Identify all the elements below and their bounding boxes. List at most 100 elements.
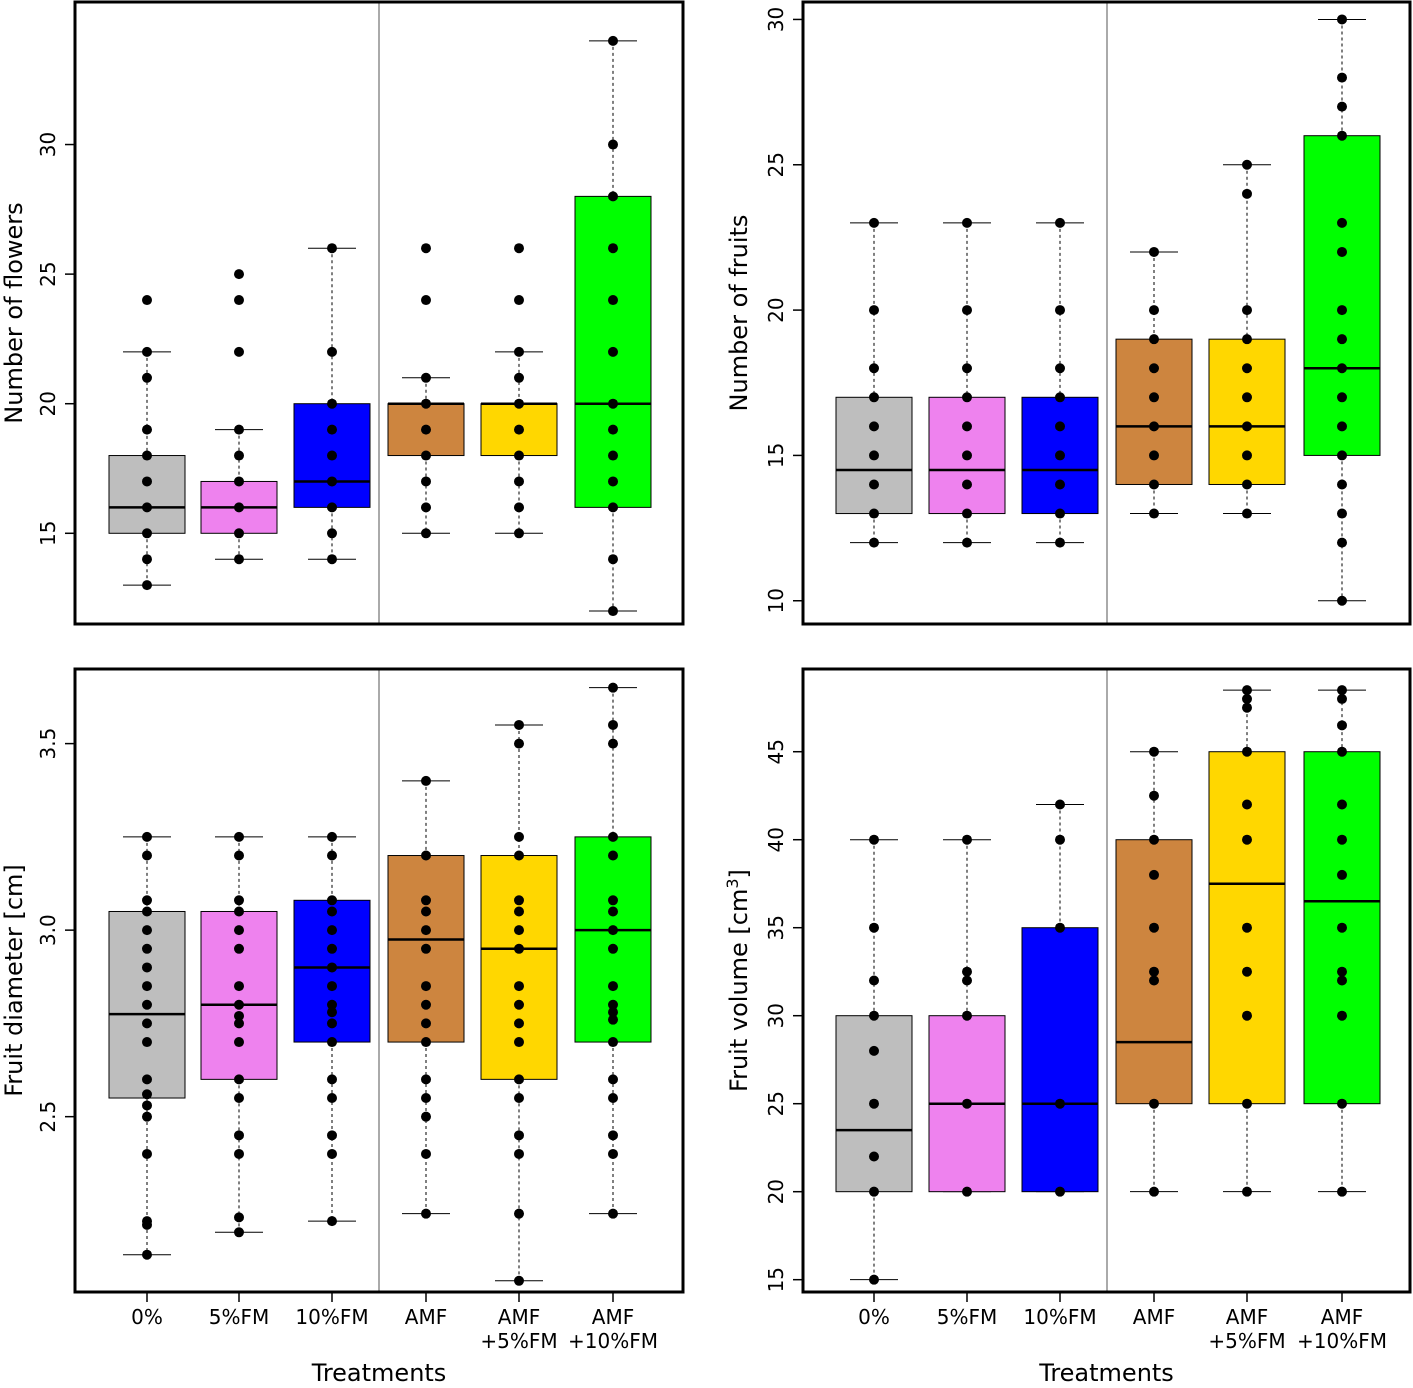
data-point: [962, 834, 972, 845]
data-point: [1242, 334, 1252, 345]
data-point: [1242, 305, 1252, 316]
data-point: [1149, 363, 1159, 374]
data-point: [142, 831, 152, 842]
panel-number-of-flowers: 15 20 25 30 Number of flowers: [0, 0, 685, 626]
data-point: [327, 424, 337, 435]
data-point: [421, 850, 431, 861]
x-tick-label: AMF +10%FM: [568, 1305, 658, 1353]
data-point: [514, 372, 524, 383]
data-point: [869, 392, 879, 403]
data-point: [1149, 975, 1159, 986]
data-point: [869, 1045, 879, 1056]
data-point: [142, 906, 152, 917]
data-point: [142, 1074, 152, 1085]
data-point: [327, 1093, 337, 1104]
data-point: [234, 1037, 244, 1048]
series-3: [1115, 746, 1193, 1197]
data-point: [234, 1010, 244, 1021]
data-point: [142, 1148, 152, 1159]
data-point: [869, 1151, 879, 1162]
series-2: [1021, 217, 1099, 548]
data-point: [1055, 450, 1065, 461]
x-tick-label-line: AMF: [1133, 1305, 1175, 1329]
data-point: [1242, 746, 1252, 757]
data-point: [234, 1093, 244, 1104]
data-point: [608, 682, 618, 693]
data-point: [1337, 1010, 1347, 1021]
data-point: [327, 895, 337, 906]
data-point: [142, 554, 152, 565]
data-point: [608, 139, 618, 150]
data-point: [514, 528, 524, 539]
series-5: [1303, 14, 1381, 606]
data-point: [962, 1186, 972, 1197]
data-point: [869, 450, 879, 461]
data-point: [421, 1208, 431, 1219]
data-point: [1337, 693, 1347, 704]
y-axis-title: Number of fruits: [725, 215, 753, 412]
data-point: [327, 962, 337, 973]
x-tick-label-line: +5%FM: [1208, 1329, 1285, 1353]
data-point: [1337, 1098, 1347, 1109]
data-point: [327, 1130, 337, 1141]
data-point: [234, 831, 244, 842]
y-tick-label: 15: [764, 443, 788, 468]
data-point: [142, 580, 152, 591]
data-point: [1337, 966, 1347, 977]
data-point: [514, 346, 524, 357]
data-point: [962, 537, 972, 548]
data-point: [1149, 869, 1159, 880]
data-point: [142, 1249, 152, 1260]
data-point: [869, 305, 879, 316]
series-0: [835, 217, 913, 548]
data-point: [1337, 508, 1347, 519]
data-point: [142, 295, 152, 306]
data-point: [1149, 746, 1159, 757]
data-point: [234, 528, 244, 539]
panel-fruit-diameter: 2.5 3.0 3.5 Fruit diameter [cm]: [0, 667, 685, 1294]
data-point: [1149, 450, 1159, 461]
plot-frame: [73, 0, 685, 626]
x-tick-label-line: 5%FM: [209, 1305, 270, 1329]
y-axis-title-text: Fruit volume [cm: [725, 889, 753, 1092]
data-point: [608, 502, 618, 513]
data-point: [1337, 834, 1347, 845]
data-point: [1242, 693, 1252, 704]
y-axis-title-text: Number of fruits: [725, 215, 753, 412]
series-0: [108, 295, 186, 591]
y-axis-title-end: ]: [725, 869, 753, 878]
panel-fruit-volume: 15 20 25 30 35 40 45 Fruit volume [cm3]: [723, 667, 1412, 1294]
data-point: [1337, 685, 1347, 696]
data-point: [327, 850, 337, 861]
series-3: [387, 775, 465, 1219]
data-point: [1337, 101, 1347, 112]
data-point: [234, 1148, 244, 1159]
data-point: [234, 1018, 244, 1029]
data-point: [1242, 922, 1252, 933]
data-point: [962, 217, 972, 228]
data-point: [514, 243, 524, 254]
data-point: [421, 1018, 431, 1029]
data-point: [1149, 246, 1159, 257]
data-point: [869, 479, 879, 490]
data-point: [962, 1098, 972, 1109]
y-axis-title: Fruit volume [cm3]: [723, 869, 754, 1092]
series-2: [1021, 799, 1099, 1197]
data-point: [608, 476, 618, 487]
data-point: [234, 424, 244, 435]
x-tick-label-line: AMF: [1226, 1305, 1268, 1329]
series-4: [480, 243, 558, 539]
series-5: [574, 35, 652, 617]
y-tick-label: 20: [764, 1179, 788, 1204]
data-point: [327, 398, 337, 409]
data-point: [142, 372, 152, 383]
data-point: [1337, 450, 1347, 461]
data-point: [869, 217, 879, 228]
data-point: [327, 1018, 337, 1029]
data-point: [1242, 685, 1252, 696]
data-point: [1055, 392, 1065, 403]
data-point: [1337, 130, 1347, 141]
data-point: [421, 1093, 431, 1104]
data-point: [869, 922, 879, 933]
